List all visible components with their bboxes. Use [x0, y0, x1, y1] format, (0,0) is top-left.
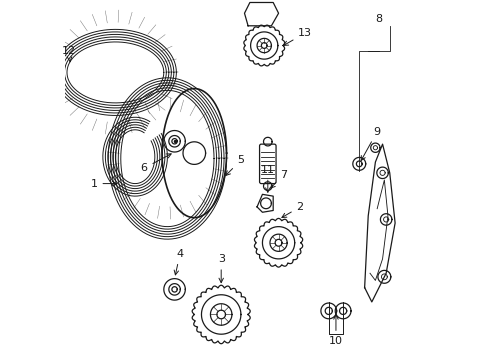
- Text: 11: 11: [260, 165, 274, 192]
- Text: 12: 12: [61, 46, 76, 62]
- Text: 6: 6: [141, 154, 171, 173]
- Text: 7: 7: [270, 170, 287, 188]
- Text: 4: 4: [174, 249, 183, 275]
- Text: 8: 8: [375, 14, 382, 24]
- Text: 13: 13: [283, 28, 312, 45]
- Text: 2: 2: [281, 202, 303, 217]
- Text: 3: 3: [217, 254, 224, 283]
- Text: 10: 10: [328, 315, 342, 346]
- Text: 9: 9: [361, 127, 380, 161]
- Text: 1: 1: [90, 179, 117, 189]
- Text: 5: 5: [225, 155, 244, 175]
